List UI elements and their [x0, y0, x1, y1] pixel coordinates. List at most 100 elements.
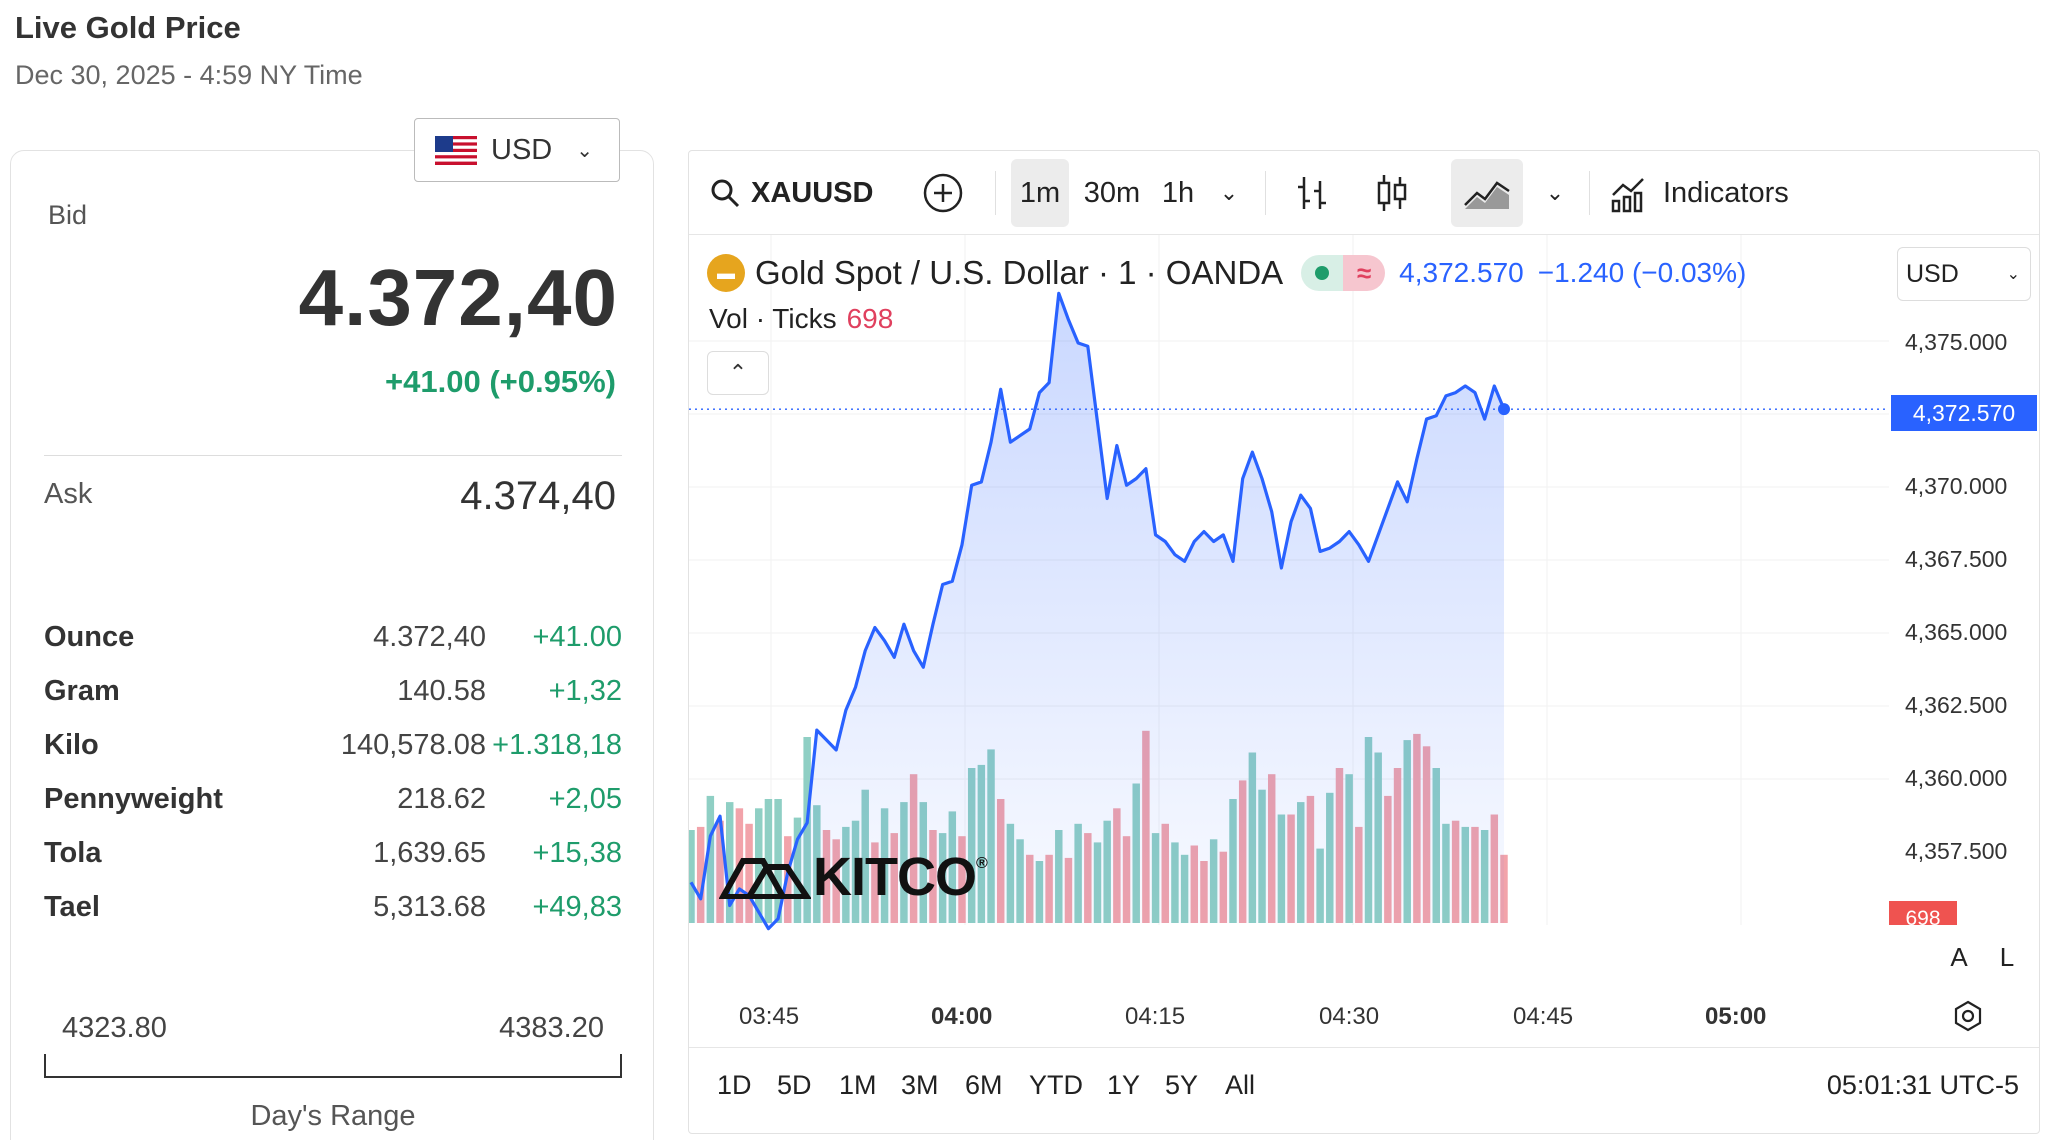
approx-icon: ≈ [1343, 255, 1386, 291]
day-range-high: 4383.20 [499, 1012, 604, 1044]
chart-currency-select[interactable]: USD ⌄ [1897, 247, 2031, 301]
time-tick: 04:45 [1513, 1003, 1574, 1030]
range-3m[interactable]: 3M [901, 1070, 939, 1100]
symbol-label: XAUUSD [751, 176, 874, 209]
unit-name: Gram [44, 674, 120, 707]
chart-toolbar: XAUUSD 1m 30m 1h ⌄ [689, 151, 2039, 235]
unit-change: +49,83 [532, 890, 622, 923]
table-row: Tola 1,639.65 +15,38 [44, 826, 624, 880]
kitco-logo: KITCO ® [719, 846, 988, 908]
volume-bar [696, 826, 705, 923]
toolbar-separator [1265, 171, 1266, 215]
chevron-down-icon: ⌄ [576, 139, 593, 162]
day-range-bar [44, 1054, 622, 1078]
chart-settings-button[interactable] [1951, 999, 1985, 1038]
range-5d[interactable]: 5D [777, 1070, 812, 1100]
unit-change: +1,32 [548, 674, 622, 707]
table-row: Ounce 4.372,40 +41.00 [44, 610, 624, 664]
unit-change: +2,05 [548, 782, 622, 815]
price-chart[interactable] [689, 235, 1889, 1055]
price-tick: 4,365.000 [1905, 619, 2008, 645]
log-scale-button[interactable]: L [1987, 935, 2027, 979]
range-5y[interactable]: 5Y [1165, 1070, 1199, 1100]
legend-price: 4,372.570 [1399, 257, 1524, 288]
area-chart-type-button[interactable] [1451, 159, 1523, 227]
time-tick: 04:15 [1125, 1003, 1186, 1030]
gold-coin-icon: ▬ [707, 254, 745, 292]
symbol-search-button[interactable]: XAUUSD [705, 159, 875, 227]
unit-name: Tael [44, 890, 100, 923]
price-tick: 4,370.000 [1905, 473, 2008, 499]
range-1d[interactable]: 1D [717, 1070, 752, 1100]
chevron-down-icon: ⌄ [1545, 180, 1565, 205]
indicators-button[interactable]: Indicators [1605, 159, 1821, 227]
unit-price: 4.372,40 [373, 620, 486, 653]
volume-bar [689, 830, 695, 923]
price-tick: 4,362.500 [1905, 692, 2008, 718]
range-1m[interactable]: 1M [839, 1070, 877, 1100]
table-row: Pennyweight 218.62 +2,05 [44, 772, 624, 826]
unit-price: 1,639.65 [373, 836, 486, 869]
unit-name: Kilo [44, 728, 99, 761]
price-area [691, 293, 1504, 929]
time-tick: 05:00 [1705, 1003, 1767, 1030]
unit-price-table: Ounce 4.372,40 +41.00 Gram 140.58 +1,32 … [44, 610, 624, 934]
interval-1m[interactable]: 1m [1011, 159, 1069, 227]
volume-legend: Vol · Ticks 698 [709, 303, 893, 335]
market-status-pill[interactable]: ≈ [1301, 255, 1386, 291]
ask-value: 4.374,40 [460, 474, 616, 518]
indicators-icon [1611, 178, 1644, 213]
registered-icon: ® [976, 855, 988, 872]
compare-button[interactable] [917, 159, 969, 227]
collapse-legend-button[interactable]: ⌃ [707, 351, 769, 395]
unit-change: +1.318,18 [492, 728, 622, 761]
unit-change: +15,38 [532, 836, 622, 869]
time-tick: 04:00 [931, 1003, 993, 1030]
unit-name: Tola [44, 836, 102, 869]
day-range-label: Day's Range [250, 1100, 416, 1132]
time-tick: 03:45 [739, 1003, 800, 1030]
price-tick: 4,360.000 [1905, 765, 2008, 791]
area-chart-icon [1464, 181, 1510, 209]
range-6m[interactable]: 6M [965, 1070, 1003, 1100]
page-subtitle: Dec 30, 2025 - 4:59 NY Time [15, 60, 363, 90]
chevron-down-icon: ⌄ [1219, 180, 1239, 205]
price-line [689, 291, 1506, 931]
interval-1h[interactable]: 1h [1161, 176, 1195, 209]
volume-bar [774, 799, 782, 923]
interval-30m[interactable]: 30m [1083, 176, 1141, 209]
chart-legend: ▬ Gold Spot / U.S. Dollar · 1 · OANDA ≈ … [707, 251, 1746, 295]
bar-chart-type-button[interactable] [1283, 159, 1341, 227]
price-tick: 4,367.500 [1905, 546, 2008, 572]
last-volume-tag: 698 [1889, 901, 1957, 925]
volume-bar [755, 808, 763, 923]
volume-bar [725, 802, 734, 923]
interval-dropdown[interactable]: ⌄ [1211, 159, 1247, 227]
range-1y[interactable]: 1Y [1107, 1070, 1141, 1100]
table-row: Tael 5,313.68 +49,83 [44, 880, 624, 934]
currency-select-value: USD [491, 133, 553, 166]
unit-price: 140.58 [397, 674, 486, 707]
table-row: Gram 140.58 +1,32 [44, 664, 624, 718]
range-all[interactable]: All [1225, 1070, 1256, 1100]
instrument-name: Gold Spot / U.S. Dollar · 1 · OANDA [755, 254, 1284, 291]
last-price-tag: 4,372.570 [1891, 395, 2037, 431]
last-price-dot [1498, 403, 1510, 416]
ask-label: Ask [44, 478, 93, 510]
range-ytd[interactable]: YTD [1029, 1070, 1083, 1100]
bid-label: Bid [48, 200, 88, 230]
bars-icon [1298, 177, 1326, 209]
unit-change: +41.00 [532, 620, 622, 653]
price-panel [10, 150, 654, 1140]
chart-panel: XAUUSD 1m 30m 1h ⌄ [688, 150, 2040, 1134]
chevron-up-icon: ⌃ [728, 360, 748, 385]
kitco-logo-text: KITCO [813, 847, 977, 907]
auto-scale-button[interactable]: A [1939, 935, 1979, 979]
legend-change: −1.240 (−0.03%) [1537, 257, 1747, 288]
currency-select[interactable]: USD ⌄ [414, 118, 620, 182]
volume-bar [745, 823, 753, 923]
candle-chart-type-button[interactable] [1363, 159, 1421, 227]
page-title: Live Gold Price [15, 10, 241, 45]
indicators-label: Indicators [1663, 176, 1789, 209]
chart-type-dropdown[interactable]: ⌄ [1537, 159, 1573, 227]
